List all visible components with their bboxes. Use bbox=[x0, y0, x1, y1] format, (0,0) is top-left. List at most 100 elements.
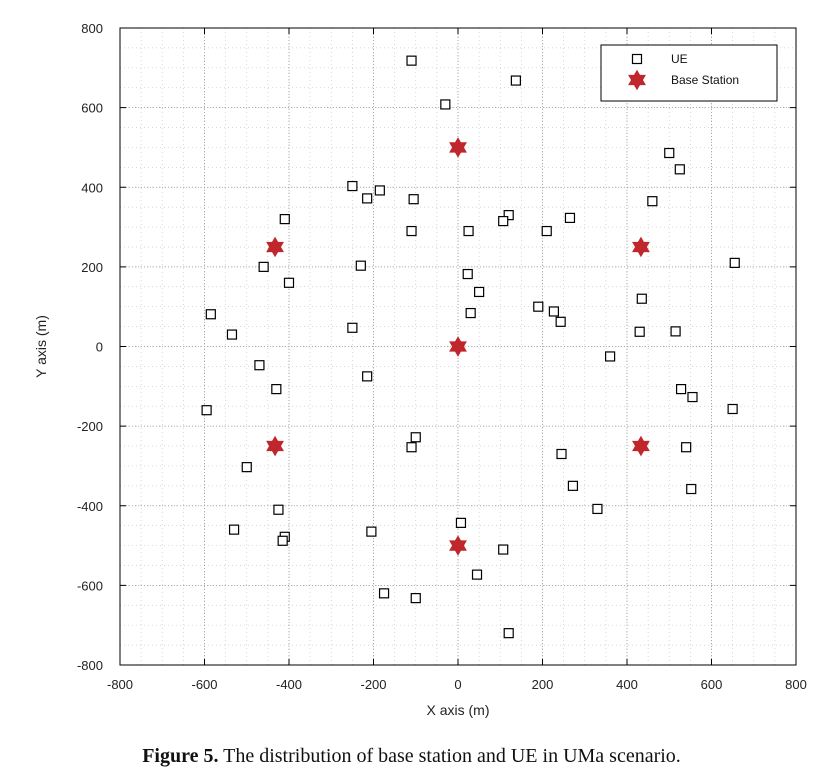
ue-marker bbox=[498, 215, 509, 227]
ue-marker bbox=[205, 309, 216, 320]
ue-marker bbox=[374, 185, 385, 196]
ue-marker bbox=[228, 524, 240, 535]
ue-marker bbox=[406, 225, 417, 237]
ue-marker bbox=[498, 544, 509, 555]
y-tick-label: 200 bbox=[81, 260, 103, 275]
base-station-marker bbox=[632, 236, 650, 258]
ue-marker bbox=[283, 277, 295, 288]
ue-marker bbox=[462, 268, 473, 280]
base-station-marker bbox=[266, 236, 284, 258]
ue-marker bbox=[455, 517, 467, 528]
ue-marker bbox=[681, 442, 692, 453]
legend-base-station-marker-triangle-down bbox=[628, 74, 646, 91]
legend-box bbox=[600, 44, 778, 102]
ue-marker bbox=[463, 225, 474, 237]
ue-marker bbox=[362, 371, 373, 382]
ue-marker bbox=[465, 307, 476, 319]
ue-marker bbox=[355, 260, 366, 271]
y-tick-label: 400 bbox=[81, 180, 103, 195]
legend-label: UE bbox=[671, 52, 688, 66]
x-tick-label: -800 bbox=[107, 677, 133, 692]
ue-marker bbox=[471, 569, 483, 580]
x-tick-label: -600 bbox=[191, 677, 217, 692]
x-tick-label: -200 bbox=[360, 677, 386, 692]
ue-marker bbox=[604, 351, 616, 362]
ue-marker bbox=[727, 403, 738, 415]
ue-marker bbox=[410, 432, 421, 443]
ue-marker bbox=[541, 225, 552, 237]
ue-marker bbox=[254, 360, 265, 371]
x-tick-label: 200 bbox=[532, 677, 554, 692]
y-tick-label: -400 bbox=[77, 499, 103, 514]
x-axis-label: X axis (m) bbox=[427, 702, 490, 718]
ue-marker bbox=[271, 383, 282, 395]
legend-label: Base Station bbox=[671, 73, 739, 87]
ue-marker bbox=[548, 306, 560, 317]
ue-marker bbox=[533, 301, 544, 312]
ue-marker bbox=[647, 196, 658, 207]
ue-marker bbox=[241, 462, 252, 473]
y-tick-label: 600 bbox=[81, 101, 103, 116]
ue-marker bbox=[474, 286, 485, 298]
ue-marker bbox=[675, 383, 687, 395]
y-tick-label: 800 bbox=[81, 21, 103, 36]
base-station-marker-triangle-down bbox=[266, 241, 284, 258]
ue-marker bbox=[226, 329, 238, 340]
ue-marker bbox=[674, 164, 685, 175]
ue-marker bbox=[378, 588, 390, 599]
scatter-chart: -800 -600 -400 -200 0 200 400 600 800 -800 -600 -40… bbox=[33, 21, 807, 718]
ue-marker bbox=[347, 180, 358, 192]
ue-marker bbox=[440, 99, 451, 110]
ue-marker bbox=[503, 628, 514, 639]
ue-marker bbox=[634, 326, 645, 337]
plot-frame bbox=[119, 27, 797, 666]
legend-base-station-marker bbox=[628, 69, 646, 91]
ue-marker bbox=[279, 214, 290, 225]
axis-ticks: -800 -600 -400 -200 0 200 400 600 800 -800 -600 -40… bbox=[77, 21, 807, 692]
chart-legend: UE Base Station bbox=[600, 44, 778, 102]
x-tick-label: -400 bbox=[276, 677, 302, 692]
base-station-marker bbox=[449, 535, 467, 556]
base-station-marker bbox=[632, 435, 650, 457]
ue-marker bbox=[687, 391, 698, 403]
ue-marker bbox=[636, 293, 647, 304]
x-tick-label: 400 bbox=[616, 677, 638, 692]
ue-marker bbox=[273, 504, 284, 515]
y-tick-label: -600 bbox=[77, 578, 103, 593]
legend-items: UE Base Station bbox=[628, 52, 739, 91]
ue-marker bbox=[406, 55, 417, 66]
figure-caption-label: Figure 5. bbox=[142, 745, 219, 767]
ue-marker bbox=[555, 316, 566, 327]
data-points bbox=[201, 55, 740, 639]
ue-marker bbox=[510, 75, 521, 86]
x-tick-label: 800 bbox=[785, 677, 807, 692]
base-station-marker bbox=[266, 435, 284, 457]
base-station-marker bbox=[449, 137, 467, 158]
y-axis-label: Y axis (m) bbox=[33, 315, 49, 378]
ue-marker bbox=[408, 194, 419, 205]
ue-marker bbox=[410, 593, 421, 604]
y-tick-label: -200 bbox=[77, 419, 103, 434]
legend-ue-marker bbox=[631, 53, 643, 65]
base-station-marker-triangle-down bbox=[632, 241, 650, 258]
ue-marker bbox=[366, 526, 377, 537]
ue-marker bbox=[670, 326, 681, 337]
ue-marker bbox=[362, 193, 373, 204]
base-station-marker-triangle-down bbox=[449, 540, 467, 556]
ue-marker bbox=[556, 448, 567, 460]
base-station-marker bbox=[449, 336, 467, 357]
y-tick-label: 0 bbox=[96, 340, 103, 355]
base-station-marker-triangle-down bbox=[632, 440, 650, 457]
ue-marker bbox=[592, 503, 603, 515]
ue-marker bbox=[503, 210, 514, 221]
ue-marker bbox=[664, 147, 675, 159]
ue-marker bbox=[564, 212, 576, 224]
ue-marker bbox=[201, 405, 212, 416]
ue-marker bbox=[729, 257, 740, 268]
figure-caption-text: The distribution of base station and UE … bbox=[218, 745, 681, 767]
y-tick-label: -800 bbox=[77, 658, 103, 673]
base-station-marker-triangle-down bbox=[266, 440, 284, 457]
ue-marker bbox=[686, 483, 697, 495]
ue-marker bbox=[258, 261, 269, 272]
ue-marker bbox=[277, 535, 288, 546]
